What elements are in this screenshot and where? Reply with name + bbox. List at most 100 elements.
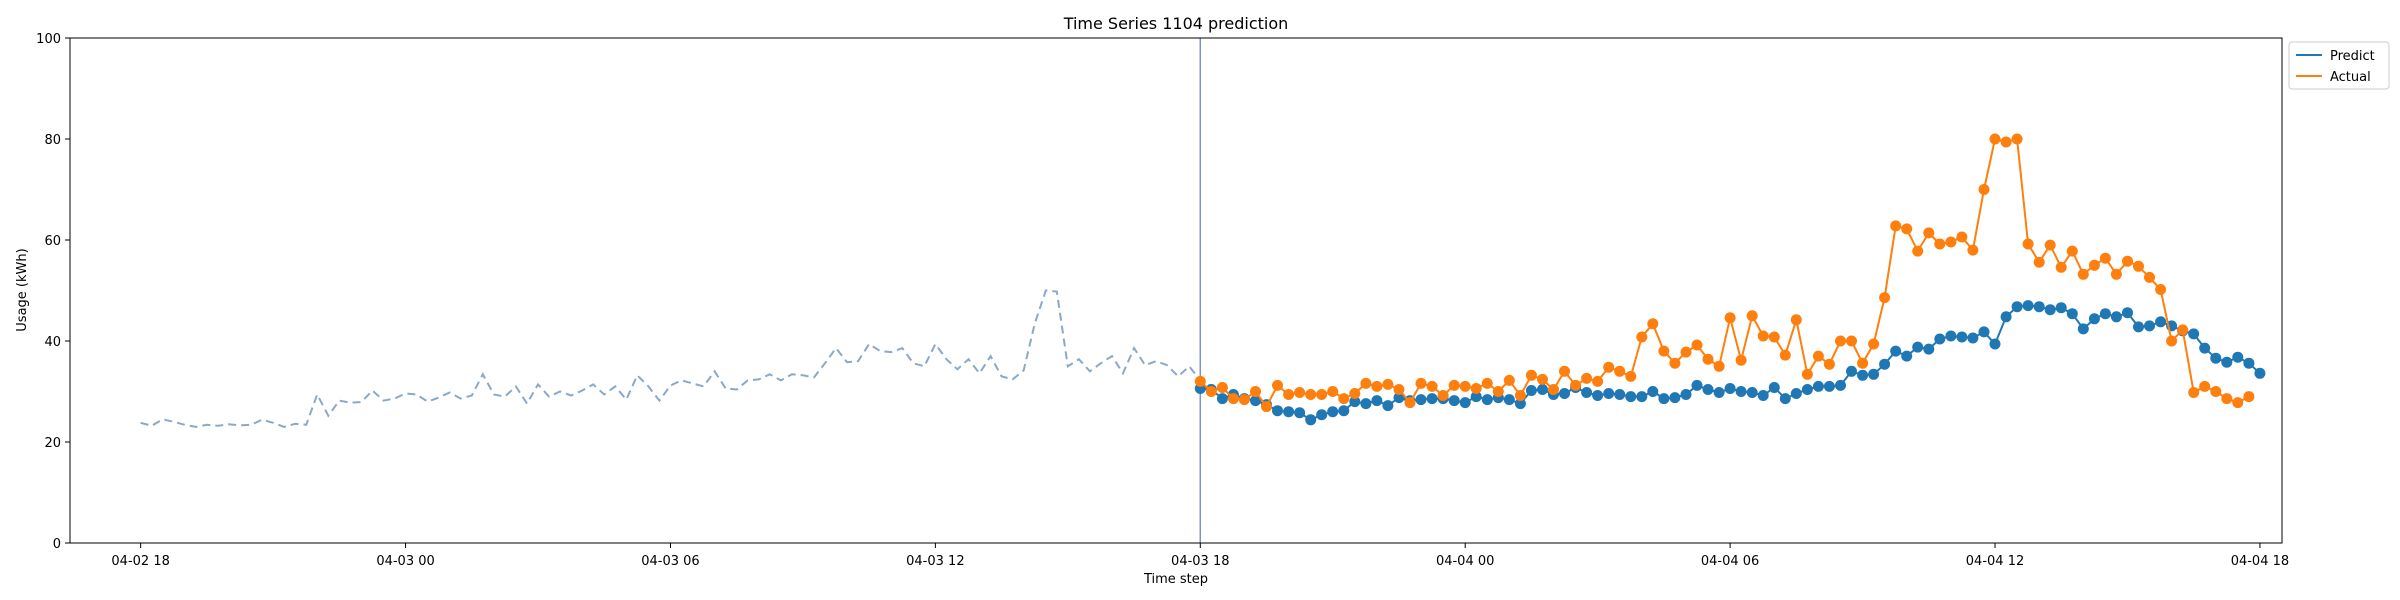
actual-point bbox=[2033, 256, 2045, 268]
predict-point bbox=[1283, 406, 1295, 418]
x-tick-label: 04-02 18 bbox=[111, 554, 169, 569]
actual-point bbox=[1514, 390, 1526, 401]
actual-point bbox=[1912, 245, 1924, 257]
actual-point bbox=[1658, 345, 1670, 357]
predict-point bbox=[1691, 379, 1703, 391]
actual-point bbox=[1967, 244, 1979, 256]
predict-point bbox=[1901, 350, 1913, 362]
actual-point bbox=[2055, 261, 2067, 273]
actual-point bbox=[2088, 259, 2100, 271]
actual-point bbox=[1603, 361, 1615, 373]
actual-point bbox=[1978, 184, 1990, 195]
x-tick-label: 04-04 06 bbox=[1701, 554, 1759, 569]
predict-point bbox=[1680, 389, 1692, 400]
predict-point bbox=[1316, 409, 1328, 421]
actual-point bbox=[1294, 387, 1306, 398]
predict-point bbox=[2199, 342, 2211, 354]
actual-point bbox=[1338, 393, 1350, 405]
actual-point bbox=[1768, 331, 1780, 343]
predict-point bbox=[1835, 379, 1846, 391]
actual-point bbox=[1846, 335, 1857, 347]
actual-point bbox=[1879, 292, 1891, 304]
predict-point bbox=[2122, 307, 2133, 319]
actual-point bbox=[2099, 252, 2111, 264]
actual-point bbox=[2066, 245, 2078, 257]
actual-point bbox=[1934, 238, 1946, 250]
predict-point bbox=[2066, 308, 2078, 320]
actual-point bbox=[2232, 397, 2244, 409]
predict-point bbox=[1581, 387, 1593, 398]
predict-point bbox=[1305, 414, 1317, 426]
actual-point bbox=[1448, 379, 1460, 391]
actual-point bbox=[1835, 335, 1846, 347]
predict-point bbox=[1724, 383, 1736, 394]
predict-point bbox=[1603, 388, 1615, 399]
x-tick-label: 04-03 00 bbox=[376, 554, 434, 569]
predict-point bbox=[1923, 343, 1935, 355]
actual-point bbox=[1945, 236, 1957, 248]
predict-point bbox=[1525, 385, 1537, 396]
actual-point bbox=[1227, 393, 1239, 405]
predict-point bbox=[1559, 388, 1570, 399]
x-tick-label: 04-04 12 bbox=[1966, 554, 2024, 569]
actual-point bbox=[1625, 370, 1637, 382]
history-line bbox=[140, 289, 1212, 428]
actual-point bbox=[1261, 401, 1272, 413]
actual-point bbox=[1790, 314, 1802, 326]
actual-point bbox=[1779, 349, 1791, 361]
x-axis-label: Time step bbox=[1143, 572, 1208, 587]
predict-point bbox=[2188, 328, 2200, 340]
actual-point bbox=[1614, 365, 1626, 377]
predict-point bbox=[1857, 369, 1869, 381]
y-tick-label: 80 bbox=[44, 133, 61, 148]
predict-point bbox=[1779, 393, 1791, 405]
predict-point bbox=[2011, 301, 2023, 313]
predict-point bbox=[1481, 394, 1493, 406]
actual-point bbox=[1470, 383, 1482, 394]
y-axis-label: Usage (kWh) bbox=[15, 248, 30, 331]
predict-point bbox=[1868, 368, 1880, 380]
predict-point bbox=[1658, 393, 1670, 405]
predict-point bbox=[1790, 388, 1802, 399]
predict-point bbox=[2210, 352, 2222, 364]
actual-point bbox=[1548, 384, 1559, 395]
actual-point bbox=[1735, 354, 1747, 366]
predict-point bbox=[1592, 390, 1604, 401]
predict-point bbox=[1989, 338, 2001, 350]
actual-point bbox=[1890, 220, 1902, 232]
actual-point bbox=[2011, 133, 2023, 145]
predict-point bbox=[1846, 365, 1857, 377]
actual-point bbox=[1868, 338, 1880, 350]
predict-point bbox=[1349, 396, 1361, 408]
actual-point bbox=[1702, 353, 1714, 365]
actual-point bbox=[1636, 331, 1648, 343]
actual-point bbox=[1393, 384, 1405, 395]
predict-point bbox=[1967, 332, 1979, 344]
predict-point bbox=[1757, 390, 1769, 401]
actual-point bbox=[2022, 238, 2034, 250]
actual-point bbox=[1305, 389, 1317, 400]
actual-point bbox=[1647, 318, 1659, 330]
predict-point bbox=[1459, 397, 1471, 409]
chart-title: Time Series 1104 prediction bbox=[1063, 14, 1289, 33]
predict-point bbox=[1415, 394, 1427, 406]
actual-point bbox=[1989, 133, 2001, 145]
predict-point bbox=[1879, 358, 1891, 370]
predict-point bbox=[2232, 351, 2244, 363]
actual-point bbox=[1194, 375, 1206, 387]
predict-point bbox=[2155, 316, 2167, 328]
actual-point bbox=[1812, 350, 1824, 362]
actual-point bbox=[1272, 379, 1283, 391]
actual-point bbox=[2077, 268, 2089, 280]
actual-point bbox=[2122, 255, 2133, 267]
predict-point bbox=[1614, 389, 1626, 400]
actual-point bbox=[1360, 377, 1372, 389]
actual-point bbox=[2155, 284, 2167, 295]
actual-point bbox=[2000, 136, 2012, 148]
predict-point bbox=[2055, 302, 2067, 314]
predict-point bbox=[1382, 400, 1394, 412]
actual-point bbox=[2243, 391, 2255, 403]
plot-area: 0 20 40 60 80 100 04-02 18 04-03 00 04-03 06 04-0… bbox=[36, 32, 2289, 569]
predict-point bbox=[1338, 405, 1350, 417]
